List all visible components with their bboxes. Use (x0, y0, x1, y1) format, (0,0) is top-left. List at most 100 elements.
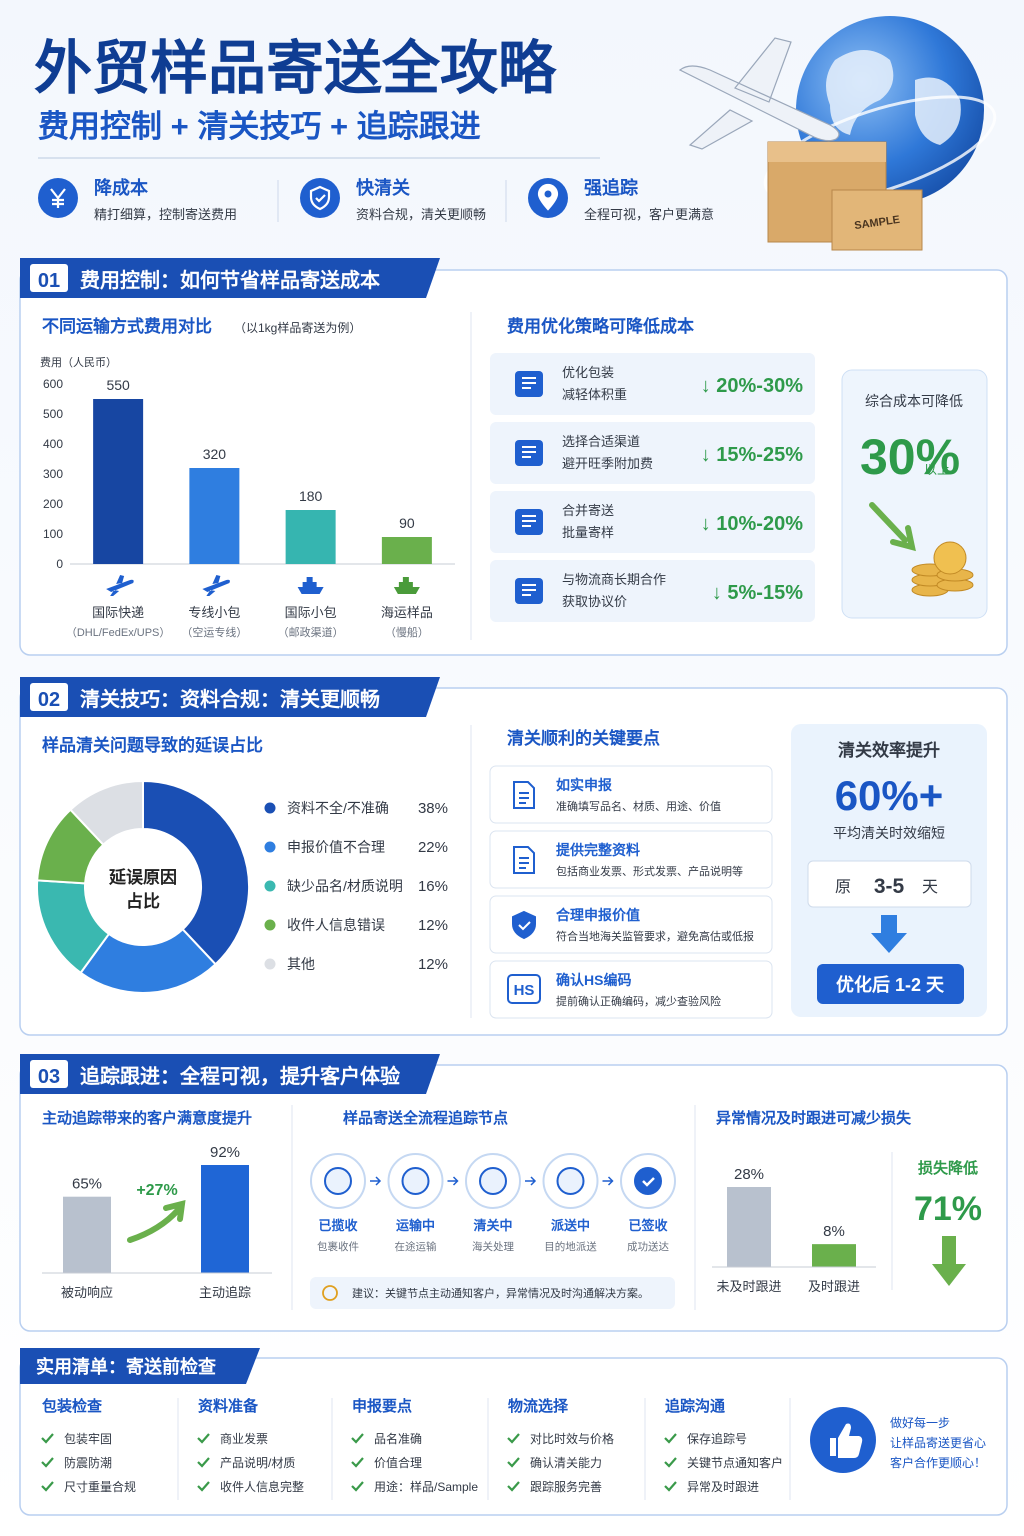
check (41, 1481, 54, 1492)
chart-title: 异常情况及时跟进可减少损失 (716, 1109, 912, 1127)
donut-center-label: 延误原因 (108, 867, 177, 887)
point-icon (513, 781, 535, 809)
strategy-reduction: ↓ 10%-20% (701, 513, 803, 535)
section-tab (20, 1348, 260, 1384)
step-arrow (447, 1176, 459, 1186)
check (507, 1481, 520, 1492)
checklist-item: 关键节点通知客户 (687, 1455, 783, 1470)
check (41, 1457, 54, 1468)
after-label: 优化后 1-2 天 (836, 974, 945, 995)
point-desc: 符合当地海关监管要求，避免高估或低报 (556, 929, 754, 943)
strategy-line: 选择合适渠道 (562, 434, 640, 449)
summary-label: 综合成本可降低 (865, 393, 963, 409)
checklist-item: 对比时效与价格 (530, 1431, 614, 1446)
point-icon (512, 910, 536, 940)
step-desc: 包裹收件 (317, 1240, 359, 1253)
value-label: 90 (399, 515, 415, 531)
y-tick-label: 500 (43, 407, 63, 421)
donut-center-label: 占比 (126, 891, 160, 911)
check (507, 1433, 520, 1444)
section-tab (20, 258, 440, 298)
x-tick-note: （DHL/FedEx/UPS） (66, 626, 171, 639)
legend-label: 收件人信息错误 (287, 917, 385, 933)
feature-title: 降成本 (94, 177, 148, 198)
x-tick-note: （空运专线） (181, 625, 247, 639)
point-icon (513, 846, 535, 874)
strategy-reduction: ↓ 5%-15% (712, 582, 803, 604)
check (351, 1433, 364, 1444)
step-desc: 在途运输 (395, 1240, 437, 1253)
value-label: 92% (210, 1144, 240, 1161)
before-box (807, 860, 972, 908)
value-label: 16% (418, 878, 448, 895)
strategy-reduction: ↓ 20%-30% (701, 375, 803, 397)
airplane (678, 37, 840, 150)
thumb (830, 1423, 863, 1458)
value-label: 8% (823, 1223, 845, 1240)
summary-suffix: 以上 (924, 462, 950, 477)
before-unit: 天 (922, 879, 938, 896)
checklist-heading: 申报要点 (352, 1397, 412, 1415)
checklist-heading: 物流选择 (508, 1397, 569, 1415)
y-tick-label: 200 (43, 497, 63, 511)
y-tick-label: 600 (43, 377, 63, 391)
donut-slice (142, 779, 250, 966)
donut-slice (79, 927, 217, 994)
value-label: 550 (106, 377, 130, 393)
feature-desc: 精打细算，控制寄送费用 (94, 207, 237, 222)
efficiency-value: 60%+ (835, 772, 944, 819)
step-arrow (602, 1176, 614, 1186)
feature-desc: 全程可视，客户更满意 (584, 207, 714, 222)
strategy-line: 获取协议价 (562, 594, 627, 609)
down-arrow (871, 915, 907, 953)
strategy-glyph (522, 515, 536, 527)
checklist-item: 品名准确 (374, 1431, 422, 1446)
section-number-box (30, 264, 68, 292)
checklist-heading: 包装检查 (42, 1397, 103, 1415)
page-title: 外贸样品寄送全攻略 (34, 36, 557, 101)
point-icon-label: HS (514, 982, 535, 999)
section-number-box (30, 683, 68, 711)
legend-dot (264, 802, 276, 814)
checklist-heading: 追踪沟通 (665, 1397, 725, 1415)
panel (19, 1357, 1008, 1516)
before-label: 原 (835, 879, 851, 896)
point-desc: 包括商业发票、形式发票、产品说明等 (556, 864, 743, 878)
checklist-item: 防震防潮 (64, 1455, 112, 1470)
value-label: 12% (418, 917, 448, 934)
section-title: 清关技巧：资料合规：清关更顺畅 (80, 687, 380, 711)
annotation: 71% (914, 1190, 982, 1228)
bar (812, 1244, 856, 1267)
strategy-card (490, 491, 815, 553)
checklist-item: 保存追踪号 (687, 1431, 747, 1446)
bar (381, 537, 432, 564)
x-tick-label: 被动响应 (61, 1285, 113, 1300)
point-desc: 准确填写品名、材质、用途、价值 (556, 799, 721, 813)
strategy-glyph (522, 446, 536, 458)
category-icon (393, 577, 420, 594)
check (664, 1433, 677, 1444)
block-title: 样品寄送全流程追踪节点 (343, 1109, 508, 1127)
value-label: 65% (72, 1176, 102, 1193)
step-icon (324, 1167, 352, 1195)
section-title: 追踪跟进：全程可视，提升客户体验 (80, 1064, 400, 1088)
point-card (489, 895, 773, 954)
bar (93, 399, 144, 564)
section-tab (20, 1054, 440, 1094)
checklist-item: 包装牢固 (64, 1431, 112, 1446)
box-top (768, 142, 886, 162)
x-tick-label: 主动追踪 (199, 1285, 251, 1300)
strategy-card (490, 422, 815, 484)
check (664, 1457, 677, 1468)
point-glyph (519, 792, 529, 804)
strategy-reduction: ↓ 15%-25% (701, 444, 803, 466)
bar (201, 1165, 249, 1273)
point-card (489, 960, 773, 1019)
x-tick-label: 专线小包 (188, 605, 240, 620)
axis-label: 费用（人民币） (40, 356, 117, 369)
chart-title: 主动追踪带来的客户满意度提升 (42, 1109, 252, 1127)
feature-glyph (50, 188, 66, 208)
step-name: 清关中 (473, 1218, 512, 1233)
check (41, 1433, 54, 1444)
